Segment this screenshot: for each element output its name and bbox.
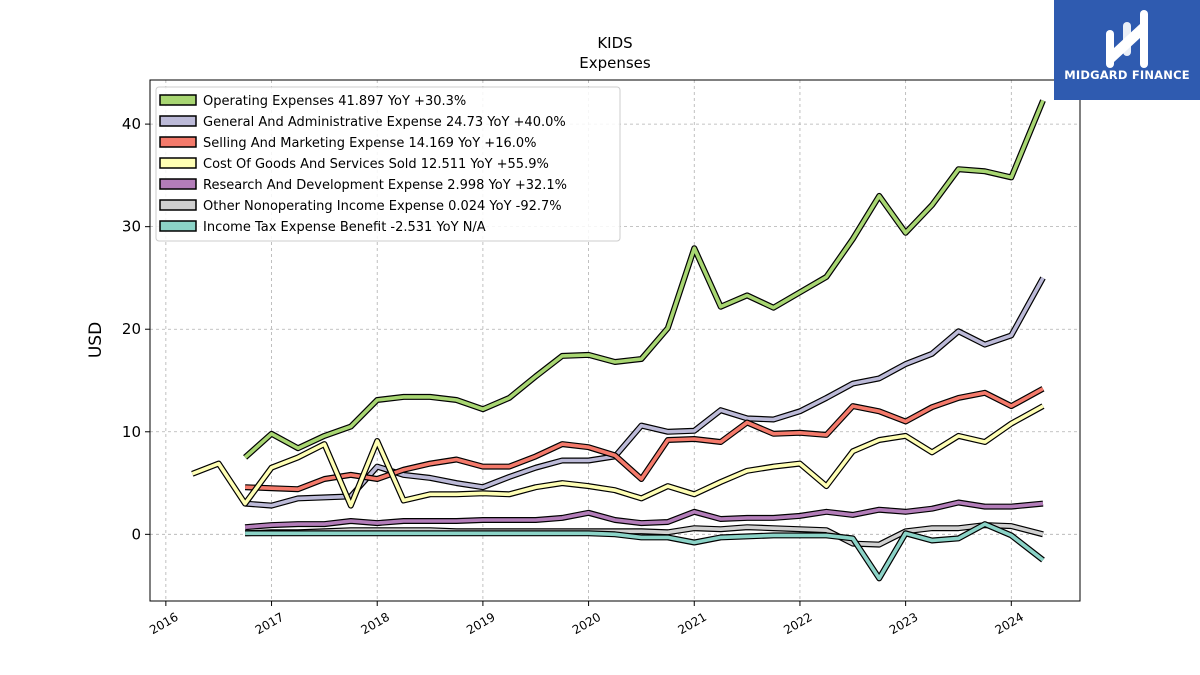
legend-swatch [159,115,197,127]
x-tick-label: 2018 [358,610,391,637]
legend-swatch [159,94,197,106]
series-6 [245,521,1045,582]
plot-frame [149,79,1081,602]
series-line [244,500,1044,529]
legend-entry: General And Administrative Expense 24.73… [203,115,566,130]
series-line [244,277,1045,508]
series-line [245,387,1044,492]
series-1 [244,276,1046,509]
series-line [243,99,1045,459]
y-tick-label: 20 [122,320,141,338]
x-tick-label: 2022 [781,610,814,637]
legend-swatch [159,220,197,232]
legend-swatch [159,178,197,190]
y-tick-label: 0 [131,525,141,543]
y-axis-label: USD [86,322,106,358]
y-tick-label: 40 [122,115,141,133]
chart-title: KIDS [597,34,632,52]
series-4 [244,499,1044,531]
x-tick-label: 2017 [253,610,286,637]
legend-entry: Research And Development Expense 2.998 Y… [203,178,567,193]
y-tick-label: 30 [122,218,141,236]
series-line [245,522,1045,581]
x-tick-label: 2019 [464,610,497,637]
series-line [191,404,1044,508]
legend-entry: Income Tax Expense Benefit -2.531 YoY N/… [203,220,486,235]
x-tick-label: 2023 [887,610,920,637]
legend-box [155,86,621,242]
x-tick-label: 2020 [570,610,603,637]
legend-swatch [159,136,197,148]
legend-swatch [159,157,197,169]
x-tick-label: 2024 [993,610,1026,637]
x-tick-label: 2016 [147,610,180,637]
x-tick-label: 2021 [676,610,709,637]
chart-subtitle: Expenses [579,54,651,72]
series-0 [243,99,1046,460]
y-tick-label: 10 [122,423,141,441]
series-3 [191,403,1045,509]
legend: Operating Expenses 41.897 YoY +30.3% Gene… [155,86,621,242]
legend-entry: Cost Of Goods And Services Sold 12.511 Y… [203,157,549,172]
logo-icon [1106,10,1148,68]
legend-swatch [159,199,197,211]
logo-text: MIDGARD FINANCE [1064,68,1190,82]
legend-entry: Selling And Marketing Expense 14.169 YoY… [203,136,537,151]
series-2 [244,386,1045,493]
legend-entry: Other Nonoperating Income Expense 0.024 … [203,199,562,214]
series-lines [191,99,1046,582]
legend-entry: Operating Expenses 41.897 YoY +30.3% [203,94,466,109]
brand-logo: MIDGARD FINANCE [1054,0,1200,100]
